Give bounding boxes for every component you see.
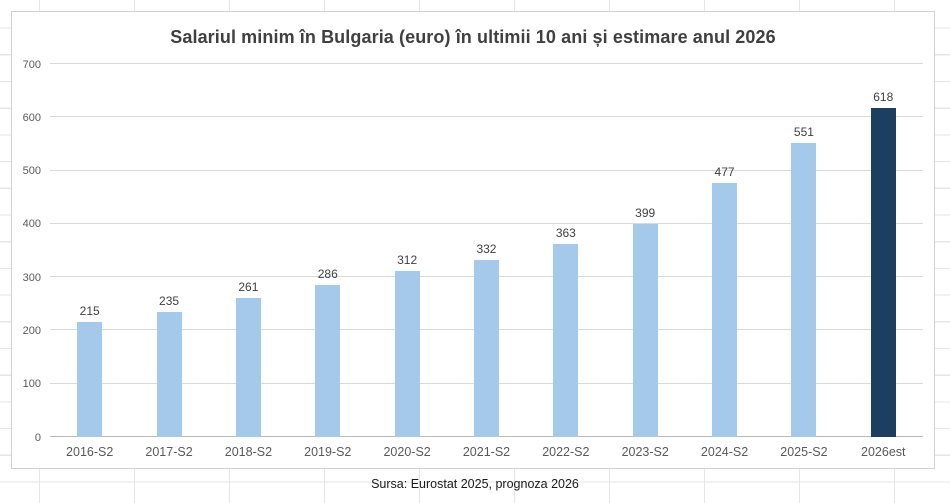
- y-axis-tick-600: 600: [22, 111, 41, 124]
- gridline-400: [50, 222, 923, 224]
- x-axis-label-2017-S2: 2017-S2: [145, 445, 193, 459]
- bar-2022-S2[interactable]: 363: [553, 226, 579, 437]
- bar-slot-2024-S2: 477: [685, 64, 764, 437]
- bars-layer: 215 235 261 286 312 332 363 399 477 551 618: [50, 64, 923, 437]
- x-axis-label-2025-S2: 2025-S2: [780, 445, 828, 459]
- bar-slot-2021-S2: 332: [447, 64, 526, 437]
- y-axis-tick-500: 500: [22, 165, 41, 178]
- data-label-2023-S2: 399: [635, 206, 656, 221]
- gridline-700: [50, 63, 923, 64]
- x-axis-label-2026est: 2026est: [861, 445, 906, 459]
- bar-2024-S2[interactable]: 477: [712, 165, 738, 437]
- plot-area: 0 100 200 300 400 500 600 700 215 235 261 286 312 33…: [23, 59, 923, 459]
- data-label-2020-S2: 312: [397, 252, 418, 267]
- y-axis-tick-100: 100: [22, 378, 41, 391]
- x-axis-label-2019-S2: 2019-S2: [304, 445, 352, 459]
- chart-title: Salariul minim în Bulgaria (euro) în ult…: [170, 27, 776, 47]
- bar-2020-S2[interactable]: 312: [394, 253, 420, 437]
- x-axis-label-2021-S2: 2021-S2: [462, 445, 511, 459]
- bar-slot-2023-S2: 399: [606, 64, 685, 437]
- y-axis-tick-700: 700: [22, 58, 41, 71]
- data-label-2024-S2: 477: [714, 164, 735, 179]
- bar-2025-S2[interactable]: 551: [791, 125, 817, 437]
- x-axis-label-2020-S2: 2020-S2: [383, 445, 431, 459]
- bar-2017-S2[interactable]: 235: [156, 294, 182, 437]
- chart[interactable]: Salariul minim în Bulgaria (euro) în ult…: [11, 11, 935, 469]
- bar-slot-2019-S2: 286: [288, 64, 367, 437]
- data-label-2021-S2: 332: [476, 242, 497, 257]
- bar-2019-S2[interactable]: 286: [315, 267, 341, 437]
- bar-slot-2025-S2: 551: [764, 64, 843, 437]
- data-label-2022-S2: 363: [555, 225, 576, 240]
- source-note: Sursa: Eurostat 2025, prognoza 2026: [371, 477, 579, 491]
- x-axis-label-2023-S2: 2023-S2: [621, 445, 669, 459]
- x-axis-label-2024-S2: 2024-S2: [700, 445, 749, 459]
- bar-2023-S2[interactable]: 399: [632, 206, 658, 437]
- data-label-2017-S2: 235: [159, 293, 180, 308]
- bar-slot-2020-S2: 312: [367, 64, 446, 437]
- y-axis-tick-400: 400: [22, 218, 41, 231]
- data-label-2016-S2: 215: [79, 304, 100, 319]
- bar-2018-S2[interactable]: 261: [235, 280, 261, 437]
- x-axis-label-2016-S2: 2016-S2: [66, 445, 114, 459]
- data-label-2019-S2: 286: [317, 266, 338, 281]
- bar-2021-S2[interactable]: 332: [473, 242, 499, 437]
- bar-slot-2018-S2: 261: [209, 64, 288, 437]
- y-axis-tick-300: 300: [22, 271, 41, 284]
- x-axis-label-2022-S2: 2022-S2: [542, 445, 590, 459]
- y-axis-tick-0: 0: [34, 431, 41, 444]
- bar-slot-2016-S2: 215: [50, 64, 129, 437]
- data-label-2018-S2: 261: [238, 279, 259, 294]
- x-axis-label-2018-S2: 2018-S2: [224, 445, 273, 459]
- gridline-600: [50, 116, 923, 118]
- y-axis-tick-200: 200: [22, 324, 41, 337]
- bar-2026est[interactable]: 618: [870, 90, 896, 437]
- bar-slot-2026est: 618: [844, 64, 923, 437]
- bar-slot-2017-S2: 235: [129, 64, 208, 437]
- bar-2016-S2[interactable]: 215: [77, 304, 103, 437]
- gridline-500: [50, 169, 923, 171]
- data-label-2026est: 618: [873, 89, 894, 104]
- bar-slot-2022-S2: 363: [526, 64, 605, 437]
- data-label-2025-S2: 551: [793, 125, 814, 140]
- x-axis: 2016-S2 2017-S2 2018-S2 2019-S2 2020-S2 2021-…: [50, 445, 923, 459]
